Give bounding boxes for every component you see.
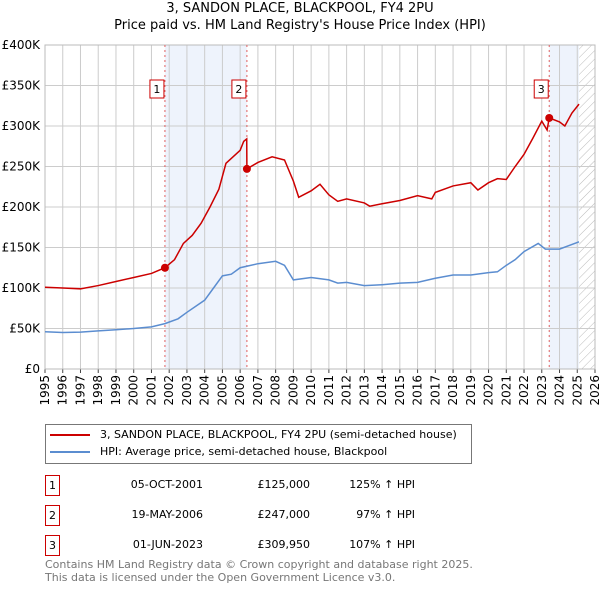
x-tick-label: 2011 [322,375,336,406]
x-tick-label: 2007 [251,375,265,406]
sale-price: £309,950 [257,538,311,551]
series-line [44,241,580,334]
sale-row: 3 01-JUN-2023 £309,950 107% ↑ HPI [45,535,495,556]
legend-red-swatch [50,434,90,436]
y-tick-label: £350K [2,79,42,93]
sale-date: 01-JUN-2023 [132,538,203,551]
x-tick-label: 2026 [588,375,600,406]
footer-line1: Contains HM Land Registry data © Crown c… [45,558,473,571]
sale-hpi: 107% ↑ HPI [349,538,415,551]
y-tick-label: £50K [9,322,41,336]
plot-area: 1995 1996 1997 1998 1999 2000 2001 2002 2003 2004… [2,38,600,406]
sale-date: 05-OCT-2001 [130,478,203,491]
chart-subtitle: Price paid vs. HM Land Registry's House … [114,18,486,33]
sale-point [160,263,169,272]
y-tick-label: £150K [2,241,42,255]
x-tick-label: 2023 [535,375,549,406]
y-tick-label: £400K [2,38,42,52]
sale-number: 2 [45,505,60,526]
sale-number: 3 [45,535,60,556]
sale-label-box [231,79,247,99]
x-tick-label: 2004 [198,375,212,406]
y-tick-label: £0 [25,362,40,376]
x-tick-label: 2014 [375,375,389,406]
sale-label: 3 [538,83,545,96]
y-tick-label: £200K [2,200,42,214]
x-tick-label: 2008 [269,375,283,406]
sale-point [545,113,554,122]
footer-line2: This data is licensed under the Open Gov… [45,571,396,584]
x-tick-label: 2013 [357,375,371,406]
x-tick-label: 2010 [304,375,318,406]
x-tick-label: 1997 [73,375,87,406]
x-tick-label: 1998 [91,375,105,406]
x-tick-label: 2001 [144,375,158,406]
x-tick-label: 2025 [570,375,584,406]
y-tick-label: £100K [2,281,42,295]
sale-date: 19-MAY-2006 [131,508,203,521]
y-tick-label: £250K [2,160,42,174]
y-tick-label: £300K [2,119,42,133]
legend-red-label: 3, SANDON PLACE, BLACKPOOL, FY4 2PU (sem… [100,428,457,441]
x-tick-label: 2002 [162,375,176,406]
x-tick-label: 2005 [215,375,229,406]
sale-label: 2 [235,83,242,96]
x-tick-label: 2021 [499,375,513,406]
x-tick-label: 2016 [411,375,425,406]
x-tick-label: 2009 [286,375,300,406]
sale-hpi: 97% ↑ HPI [356,508,415,521]
legend: 3, SANDON PLACE, BLACKPOOL, FY4 2PU (sem… [45,424,472,464]
sale-point [242,164,251,173]
x-tick-label: 2000 [127,375,141,406]
x-tick-label: 2015 [393,375,407,406]
x-tick-label: 1995 [38,375,52,406]
x-tick-label: 2012 [340,375,354,406]
x-tick-label: 2018 [446,375,460,406]
plot-frame [44,44,596,370]
sale-row: 1 05-OCT-2001 £125,000 125% ↑ HPI [45,475,495,496]
sale-number: 1 [45,475,60,496]
x-tick-label: 2006 [233,375,247,406]
x-tick-label: 2020 [482,375,496,406]
x-tick-label: 2003 [180,375,194,406]
x-tick-label: 1999 [109,375,123,406]
sale-price: £125,000 [257,478,311,491]
x-tick-label: 1996 [56,375,70,406]
sale-hpi: 125% ↑ HPI [349,478,415,491]
x-tick-label: 2024 [553,375,567,406]
legend-blue-swatch [50,451,90,453]
chart-title: 3, SANDON PLACE, BLACKPOOL, FY4 2PU [166,1,434,16]
sale-label-box [149,79,165,99]
legend-blue-label: HPI: Average price, semi-detached house,… [100,445,388,458]
x-tick-label: 2019 [464,375,478,406]
sale-row: 2 19-MAY-2006 £247,000 97% ↑ HPI [45,505,495,526]
x-tick-label: 2022 [517,375,531,406]
sale-label: 1 [153,83,160,96]
sale-label-box [533,79,549,99]
x-tick-label: 2017 [428,375,442,406]
series-line [44,103,580,290]
sale-price: £247,000 [257,508,311,521]
